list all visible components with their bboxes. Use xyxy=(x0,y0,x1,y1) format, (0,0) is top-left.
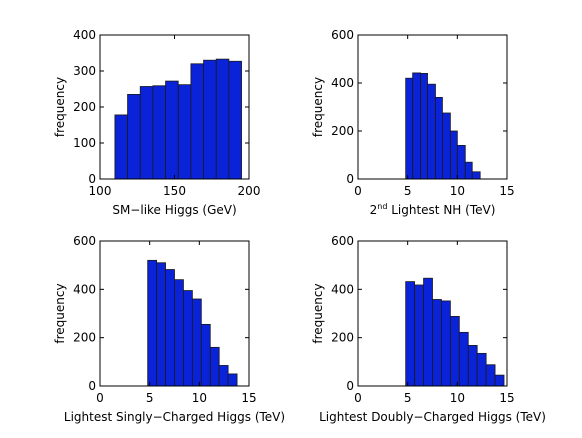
histogram-bar xyxy=(458,331,469,387)
x-axis-label: 2nd Lightest NH (TeV) xyxy=(370,202,496,217)
x-tick-label: 5 xyxy=(404,391,412,405)
histogram-bar xyxy=(476,352,487,387)
histogram-bar xyxy=(165,269,175,387)
histogram-bar xyxy=(494,374,505,387)
y-tick-label: 0 xyxy=(88,172,96,186)
y-tick-label: 0 xyxy=(88,379,96,393)
histogram-bar xyxy=(183,290,193,387)
x-tick-label: 0 xyxy=(354,391,362,405)
histogram-bar xyxy=(215,58,230,180)
histogram-bar xyxy=(156,262,166,387)
x-tick-label: 100 xyxy=(89,184,112,198)
histogram-bar xyxy=(218,365,229,387)
x-tick-label: 15 xyxy=(499,184,514,198)
histogram-bar xyxy=(432,299,442,387)
histogram-bar xyxy=(467,344,478,387)
y-tick-label: 600 xyxy=(331,234,354,248)
histogram-bar xyxy=(414,284,424,387)
y-axis-label: frequency xyxy=(311,77,325,137)
x-tick-label: 15 xyxy=(241,391,256,405)
histogram-bar xyxy=(127,94,141,180)
x-tick-label: 5 xyxy=(146,391,154,405)
histogram-bar xyxy=(471,171,481,180)
y-tick-label: 400 xyxy=(73,28,96,42)
histogram-bar xyxy=(139,86,154,180)
histogram-bar xyxy=(152,85,166,180)
histogram-bar xyxy=(456,144,466,180)
plot-frame xyxy=(357,34,508,180)
histogram-bar xyxy=(442,112,451,180)
histogram-bar xyxy=(174,279,184,387)
histogram-bar xyxy=(441,300,451,387)
histogram-bar xyxy=(412,72,421,180)
histogram-bar xyxy=(114,114,128,180)
y-axis-label: frequency xyxy=(53,283,67,343)
x-tick-label: 0 xyxy=(354,184,362,198)
histogram-bar xyxy=(147,259,158,387)
y-tick-label: 400 xyxy=(331,76,354,90)
histogram-bar xyxy=(203,59,217,180)
y-tick-label: 200 xyxy=(73,100,96,114)
histogram-bar xyxy=(449,315,460,387)
x-tick-label: 200 xyxy=(238,184,261,198)
y-tick-label: 200 xyxy=(73,331,96,345)
histogram-bar xyxy=(423,277,433,387)
histogram-bar xyxy=(449,130,458,180)
x-axis-label: SM−like Higgs (GeV) xyxy=(112,203,236,217)
x-axis-label: Lightest Singly−Charged Higgs (TeV) xyxy=(64,410,285,424)
x-tick-label: 10 xyxy=(450,391,465,405)
y-tick-label: 400 xyxy=(73,282,96,296)
x-tick-label: 10 xyxy=(192,391,207,405)
x-tick-label: 5 xyxy=(404,184,412,198)
y-tick-label: 200 xyxy=(331,331,354,345)
histogram-bar xyxy=(227,373,238,387)
y-tick-label: 0 xyxy=(346,172,354,186)
y-tick-label: 600 xyxy=(73,234,96,248)
x-tick-label: 10 xyxy=(450,184,465,198)
histogram-bar xyxy=(228,60,242,180)
y-axis-label: frequency xyxy=(53,77,67,137)
y-tick-label: 600 xyxy=(331,28,354,42)
histogram-bar xyxy=(435,97,443,180)
histogram-bar xyxy=(427,83,436,180)
y-tick-label: 0 xyxy=(346,379,354,393)
y-tick-label: 100 xyxy=(73,136,96,150)
histogram-bar xyxy=(420,73,428,180)
histogram-panel-4: 0 5 10 15 0 200 400 600 Lightest Doubly−Charged … xyxy=(311,234,546,424)
histogram-bar xyxy=(177,84,192,180)
x-tick-label: 0 xyxy=(96,391,104,405)
histogram-bar xyxy=(209,346,220,387)
histogram-bar xyxy=(405,77,414,180)
histogram-bar xyxy=(165,80,179,180)
histogram-bar xyxy=(191,298,202,387)
plot-frame xyxy=(99,240,250,387)
y-tick-label: 400 xyxy=(331,282,354,296)
x-tick-label: 150 xyxy=(163,184,186,198)
y-tick-label: 300 xyxy=(73,64,96,78)
histogram-bar xyxy=(405,281,416,387)
y-tick-label: 200 xyxy=(331,124,354,138)
x-tick-label: 15 xyxy=(499,391,514,405)
histogram-panel-2: 0 5 10 15 0 200 400 600 2nd Lightest NH (TeV) fre… xyxy=(311,28,515,217)
histogram-bar xyxy=(464,161,473,180)
x-axis-label: Lightest Doubly−Charged Higgs (TeV) xyxy=(319,410,546,424)
histogram-bar xyxy=(200,323,211,387)
histogram-bar xyxy=(485,364,496,387)
histogram-panel-3: 0 5 10 15 0 200 400 600 Lightest Singly−Charged … xyxy=(53,234,285,424)
histogram-bar xyxy=(190,63,204,180)
y-axis-label: frequency xyxy=(311,283,325,343)
plot-frame xyxy=(357,240,508,387)
